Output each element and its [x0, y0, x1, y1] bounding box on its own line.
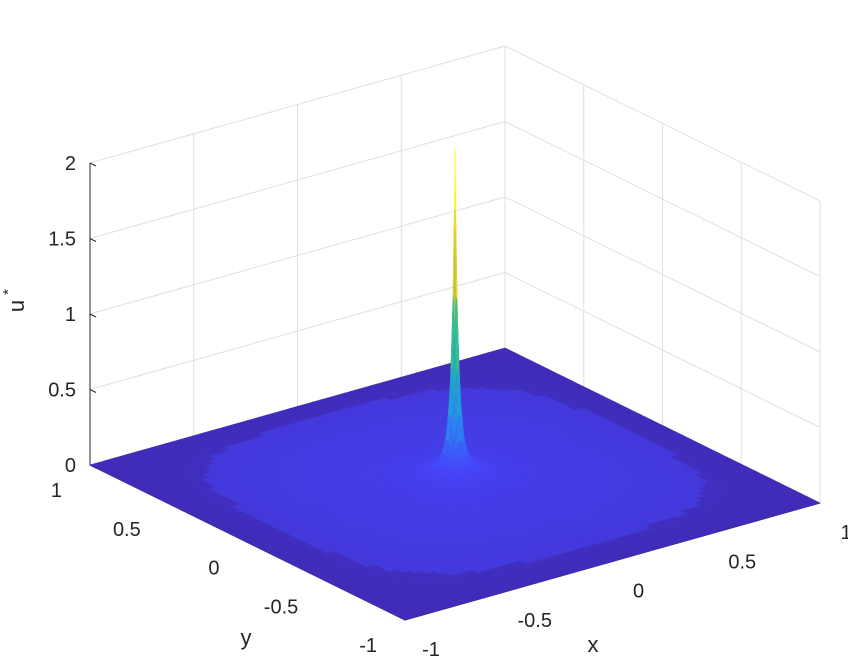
grid-line-z-back [89, 45, 506, 164]
grid-line-z-side [504, 272, 821, 428]
grid-line-z-side [504, 196, 821, 353]
z-tick-mark [89, 162, 97, 167]
grid-line-z-back [89, 121, 506, 239]
grid-line-z-back [89, 196, 506, 315]
grid-line-z-back [89, 272, 506, 390]
z-tick-mark [89, 389, 97, 393]
z-tick-mark [89, 313, 97, 318]
z-tick-mark [89, 238, 97, 242]
grid-line-z-side [504, 45, 821, 202]
grid-line-z-side [504, 121, 821, 277]
surface-mesh [89, 148, 821, 621]
